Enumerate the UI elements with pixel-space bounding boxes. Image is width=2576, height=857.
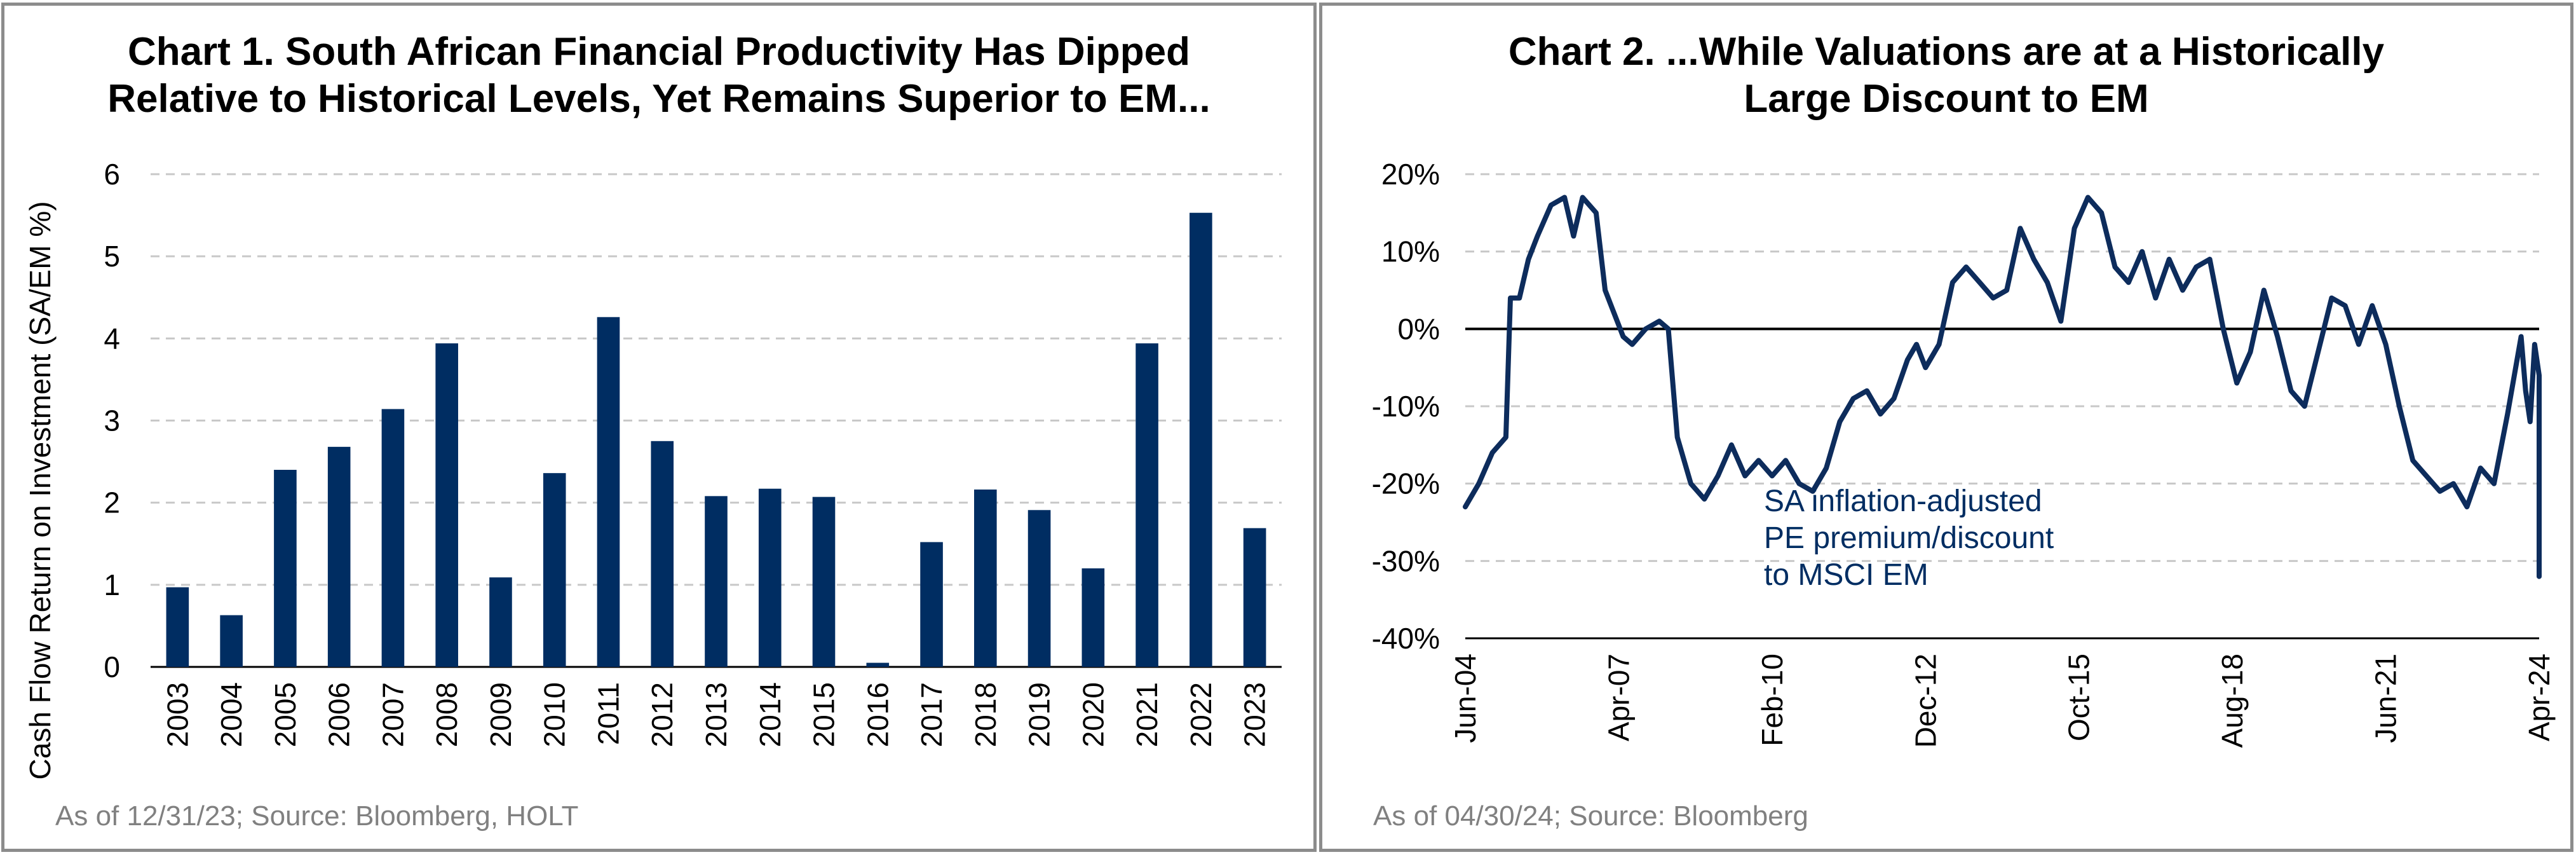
chart2-title: Chart 2. ...While Valuations are at a Hi… [1322, 29, 2570, 123]
chart1-xtick-label: 2013 [700, 682, 733, 747]
chart2-xtick-label: Oct-15 [2063, 654, 2096, 741]
chart1-bar [1243, 528, 1266, 667]
chart1-title: Chart 1. South African Financial Product… [4, 29, 1313, 123]
chart1-bar [597, 317, 620, 667]
chart1-bar [489, 577, 512, 667]
chart1-bar [1190, 212, 1212, 667]
chart1-xtick-label: 2017 [915, 682, 948, 747]
chart1-bar [327, 446, 351, 667]
chart1-bar [274, 470, 297, 667]
chart1-xtick-label: 2007 [376, 682, 409, 747]
chart1-xtick-label: 2022 [1184, 682, 1217, 747]
chart1-bar [166, 587, 189, 667]
chart1-xtick-label: 2003 [161, 682, 194, 747]
chart1-bar [812, 497, 836, 667]
chart1-xtick-label: 2006 [323, 682, 356, 747]
chart2-annotation-line: SA inflation-adjusted [1764, 484, 2042, 518]
chart1-ytick-label: 0 [104, 650, 120, 683]
chart1-xtick-label: 2018 [969, 682, 1002, 747]
chart2-ytick-label: -40% [1372, 622, 1440, 655]
chart1-bar [220, 615, 243, 667]
chart2-ytick-label: -30% [1372, 544, 1440, 577]
chart1-bar [1027, 510, 1051, 667]
chart1-bar [543, 473, 566, 667]
chart1-title-line-2: Relative to Historical Levels, Yet Remai… [107, 77, 1210, 121]
chart1-plot: 0 1 2 3 4 5 6 2003 2004 2005 2006 2007 2008 2009 2010 2… [24, 158, 1282, 780]
chart2-ytick-label: 20% [1381, 158, 1440, 191]
chart1-xtick-label: 2005 [269, 682, 302, 747]
chart2-xtick-label: Feb-10 [1756, 654, 1789, 746]
chart2-source: As of 04/30/24; Source: Bloomberg [1373, 800, 1808, 832]
chart1-ytick-label: 4 [104, 322, 120, 355]
chart1-xtick-label: 2010 [538, 682, 571, 747]
chart1-xtick-label: 2021 [1130, 682, 1163, 747]
chart1-xtick-label: 2023 [1238, 682, 1271, 747]
chart2-xtick-label: Jun-21 [2369, 654, 2403, 743]
chart1-bar [381, 409, 405, 667]
chart2-annotation: SA inflation-adjusted PE premium/discount… [1764, 484, 2054, 592]
chart1-xtick-label: 2012 [646, 682, 679, 747]
chart1-xtick-label: 2014 [754, 682, 787, 747]
chart2-xtick-label: Dec-12 [1909, 654, 1942, 748]
chart2-panel: Chart 2. ...While Valuations are at a Hi… [1319, 3, 2573, 852]
chart2-series-line [1463, 195, 2542, 579]
chart1-ytick-label: 2 [104, 486, 120, 519]
chart1-ytick-label: 1 [104, 568, 120, 601]
chart2-annotation-line: PE premium/discount [1764, 521, 2054, 555]
chart1-bar [651, 441, 674, 667]
chart1-xtick-label: 2016 [861, 682, 894, 747]
chart1-bar [1135, 343, 1158, 667]
chart1-xtick-label: 2008 [430, 682, 463, 747]
chart1-ytick-label: 5 [104, 240, 120, 273]
chart1-xtick-label: 2019 [1023, 682, 1056, 747]
chart1-bar [758, 488, 782, 667]
chart1-ytick-label: 6 [104, 158, 120, 191]
chart1-bar [1081, 568, 1105, 667]
chart1-xtick-label: 2009 [484, 682, 517, 747]
chart2-xtick-label: Apr-24 [2523, 654, 2556, 741]
chart1-bar [974, 490, 997, 667]
chart1-xtick-label: 2020 [1076, 682, 1109, 747]
chart2-annotation-line: to MSCI EM [1764, 558, 1929, 592]
chart2-ytick-label: -20% [1372, 467, 1440, 500]
chart1-bar [435, 343, 458, 667]
chart1-y-axis-label: Cash Flow Return on Investment (SA/EM %) [24, 201, 57, 779]
chart1-bar [920, 542, 943, 667]
chart1-xtick-label: 2004 [215, 682, 248, 747]
chart2-title-line-2: Large Discount to EM [1744, 77, 2149, 121]
chart2-xtick-label: Jun-04 [1449, 654, 1482, 743]
chart2-ytick-label: -10% [1372, 390, 1440, 423]
chart1-ytick-label: 3 [104, 404, 120, 437]
chart2-xtick-label: Apr-07 [1602, 654, 1635, 741]
chart1-bar [866, 662, 890, 667]
chart2-plot: -40% -30% -20% -10% 0% 10% 20% Jun-04 Apr-07 Feb-… [1372, 158, 2556, 748]
chart2-ytick-label: 0% [1398, 312, 1440, 345]
chart1-panel: Chart 1. South African Financial Product… [1, 3, 1317, 852]
chart1-title-line-1: Chart 1. South African Financial Product… [128, 30, 1190, 74]
chart2-xtick-label: Aug-18 [2216, 654, 2249, 748]
chart1-bar [705, 496, 728, 667]
chart1-xtick-label: 2011 [592, 682, 625, 745]
chart2-title-line-1: Chart 2. ...While Valuations are at a Hi… [1508, 30, 2385, 74]
chart1-xtick-label: 2015 [808, 682, 841, 747]
chart2-ytick-label: 10% [1381, 235, 1440, 268]
chart1-source: As of 12/31/23; Source: Bloomberg, HOLT [55, 800, 579, 832]
